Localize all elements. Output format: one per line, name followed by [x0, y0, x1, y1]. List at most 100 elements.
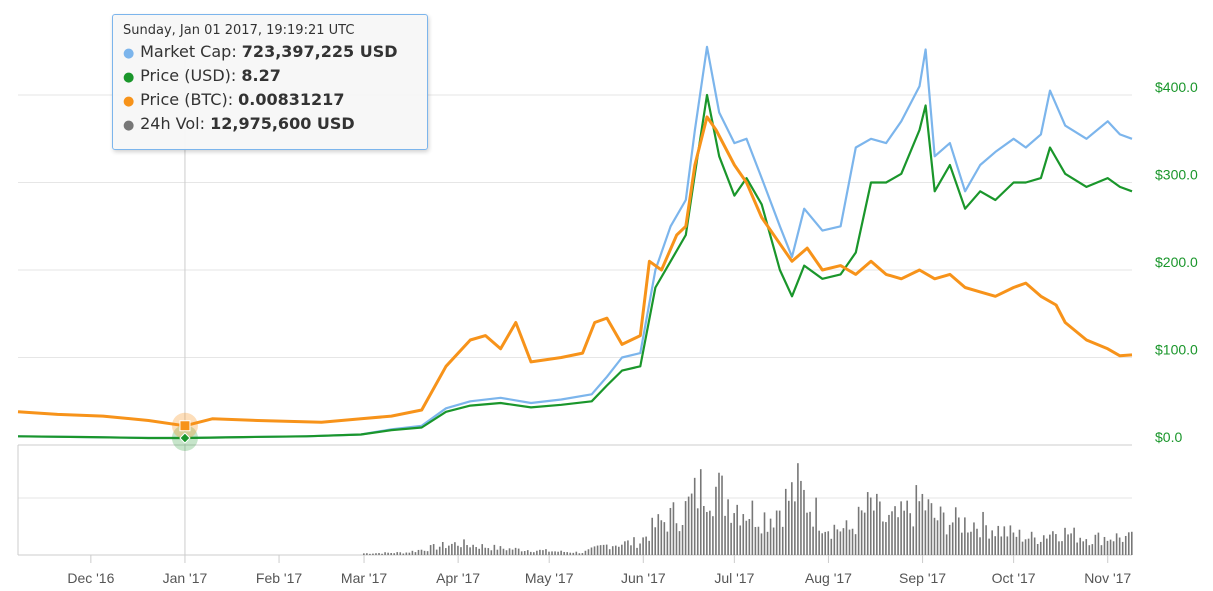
volume-bar — [876, 493, 878, 555]
volume-bar — [520, 551, 523, 555]
volume-bar — [378, 553, 380, 555]
volume-bar — [991, 530, 993, 555]
volume-bar — [639, 543, 641, 555]
volume-bar — [375, 553, 377, 555]
volume-bar — [845, 520, 848, 555]
y-tick-label: $0.0 — [1155, 429, 1182, 445]
volume-bar — [429, 545, 432, 555]
volume-bar — [608, 549, 611, 555]
volume-bar — [1033, 537, 1036, 555]
tooltip-row-market-cap: ● Market Cap: 723,397,225 USD — [123, 41, 427, 65]
volume-bar — [712, 516, 714, 555]
volume-bar — [730, 522, 732, 555]
volume-bar — [1124, 535, 1127, 555]
tooltip: Sunday, Jan 01 2017, 19:19:21 UTC ● Mark… — [112, 14, 428, 150]
volume-bar — [830, 538, 833, 555]
volume-bar — [964, 517, 966, 555]
volume-bar — [493, 544, 496, 555]
volume-bar — [384, 552, 386, 555]
volume-bar — [1006, 536, 1009, 555]
tooltip-row-price-btc: ● Price (BTC): 0.00831217 — [123, 89, 427, 113]
volume-bar — [696, 508, 699, 555]
volume-bar — [1036, 543, 1039, 555]
volume-bar — [657, 514, 660, 555]
volume-bar — [784, 488, 787, 555]
volume-bar — [414, 552, 417, 555]
volume-bar — [681, 525, 684, 555]
volume-bar — [921, 493, 924, 555]
volume-bar — [614, 545, 617, 555]
volume-bar — [997, 525, 1000, 555]
volume-bar — [1100, 545, 1103, 555]
volume-bar — [636, 547, 638, 555]
volume-bar — [402, 553, 405, 555]
volume-bar — [718, 472, 720, 555]
tooltip-label: Price (BTC) — [140, 90, 228, 109]
volume-bar — [821, 533, 823, 555]
volume-bar — [675, 523, 678, 555]
volume-bar — [985, 525, 987, 555]
volume-bar — [754, 526, 757, 555]
volume-bar — [363, 553, 365, 555]
tooltip-row-volume: ● 24h Vol: 12,975,600 USD — [123, 113, 427, 137]
series-line-price-usd — [17, 93, 1133, 440]
volume-bar — [1088, 545, 1091, 555]
volume-bar — [888, 514, 890, 555]
volume-bar — [988, 538, 990, 555]
tooltip-date: Sunday, Jan 01 2017, 19:19:21 UTC — [123, 23, 355, 38]
volume-bar — [444, 548, 447, 555]
bullet-icon: ● — [123, 118, 135, 133]
volume-bar — [393, 553, 395, 555]
volume-bar — [879, 501, 881, 555]
y-tick-label: $100.0 — [1155, 342, 1198, 358]
volume-bar — [872, 510, 875, 555]
x-tick-label: Jan '17 — [163, 570, 208, 586]
volume-bar — [903, 510, 905, 555]
volume-bar — [624, 541, 626, 555]
volume-bar — [578, 553, 581, 555]
volume-bar — [545, 549, 547, 555]
volume-bar — [727, 499, 729, 555]
volume-bar — [669, 507, 672, 555]
volume-bar — [411, 550, 414, 555]
volume-bar — [599, 545, 602, 555]
volume-bar — [775, 510, 778, 555]
volume-bar — [1058, 541, 1060, 555]
y-axis-ticks: $0.0 $100.0 $200.0 $300.0 $400.0 — [1155, 79, 1198, 445]
volume-bar — [502, 548, 505, 555]
x-tick-label: Jul '17 — [714, 570, 754, 586]
volume-bar — [967, 532, 969, 555]
tooltip-label: Price (USD) — [140, 66, 231, 85]
volume-bar — [751, 500, 754, 555]
bullet-icon: ● — [123, 94, 135, 109]
volume-bar — [1018, 529, 1021, 555]
volume-bar — [563, 551, 565, 555]
volume-bar — [481, 544, 484, 555]
volume-bar — [927, 499, 930, 555]
volume-bar — [1024, 539, 1027, 555]
series-lines — [17, 45, 1133, 440]
volume-bar — [569, 552, 572, 555]
volume-bar — [526, 550, 529, 555]
volume-bar — [957, 517, 960, 555]
volume-bar — [812, 526, 814, 555]
volume-bar — [863, 512, 866, 555]
tooltip-value: 8.27 — [241, 66, 281, 85]
volume-bar — [499, 546, 502, 555]
volume-bar — [551, 551, 553, 555]
volume-bar — [435, 549, 438, 555]
volume-bar — [572, 552, 575, 555]
volume-bar — [757, 526, 760, 555]
volume-bar — [514, 547, 517, 555]
volume-bar — [809, 511, 811, 555]
volume-bar — [590, 547, 593, 555]
volume-bar — [1109, 539, 1112, 555]
volume-bar — [451, 543, 453, 555]
volume-bar — [885, 522, 887, 555]
volume-bar — [979, 537, 981, 555]
volume-bar — [918, 501, 921, 555]
volume-bar — [706, 511, 708, 555]
volume-bar — [1106, 540, 1109, 555]
y-tick-label: $200.0 — [1155, 254, 1198, 270]
